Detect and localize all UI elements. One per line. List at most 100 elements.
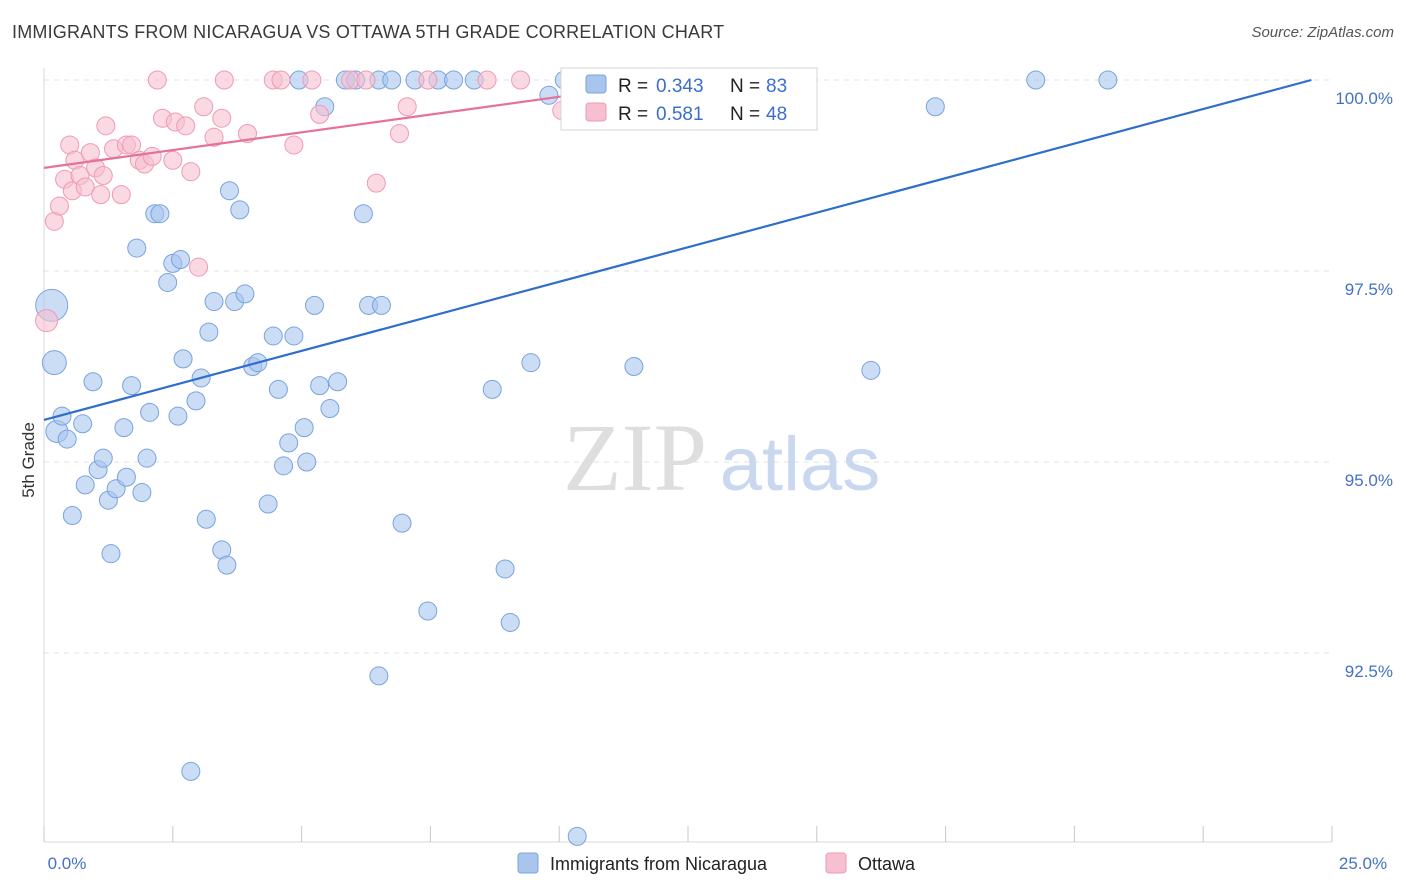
point-ottawa-42 — [397, 97, 417, 117]
point-nicaragua-81 — [1026, 70, 1046, 90]
point-nicaragua-31 — [196, 509, 216, 529]
point-ottawa-20 — [142, 146, 162, 166]
point-nicaragua-14 — [114, 418, 134, 438]
point-nicaragua-33 — [204, 292, 224, 312]
point-nicaragua-12 — [101, 544, 121, 564]
point-nicaragua-61 — [371, 295, 391, 315]
point-nicaragua-29 — [186, 391, 206, 411]
svg-text:R =: R = — [618, 104, 648, 125]
point-nicaragua-72 — [500, 612, 520, 632]
point-ottawa-29 — [204, 127, 224, 147]
point-nicaragua-54 — [320, 399, 340, 419]
point-ottawa-23 — [163, 150, 183, 170]
point-nicaragua-46 — [279, 433, 299, 453]
point-ottawa-32 — [238, 123, 258, 143]
point-nicaragua-73 — [521, 353, 541, 373]
point-nicaragua-74 — [539, 85, 559, 105]
point-nicaragua-35 — [217, 555, 237, 575]
point-nicaragua-45 — [274, 456, 294, 476]
point-ottawa-8 — [75, 177, 95, 197]
point-ottawa-2 — [49, 196, 69, 216]
point-nicaragua-82 — [1098, 70, 1118, 90]
legend-n-nicaragua: 83 — [766, 76, 787, 97]
watermark-zip: ZIP — [563, 404, 707, 511]
y-tick-label-0: 100.0% — [1335, 89, 1393, 108]
point-nicaragua-38 — [230, 200, 250, 220]
series-legend: Immigrants from Nicaragua Ottawa — [517, 852, 916, 874]
point-nicaragua-64 — [392, 513, 412, 533]
chart-title: IMMIGRANTS FROM NICARAGUA VS OTTAWA 5TH … — [12, 22, 725, 42]
bottom-legend-swatch-ottawa — [825, 852, 847, 874]
svg-text:N =: N = — [730, 104, 760, 125]
point-nicaragua-8 — [83, 372, 103, 392]
point-nicaragua-62 — [369, 666, 389, 686]
legend-r-ottawa: 0.581 — [656, 104, 704, 125]
point-nicaragua-66 — [418, 601, 438, 621]
point-nicaragua-44 — [268, 379, 288, 399]
y-tick-label-2: 95.0% — [1345, 471, 1393, 490]
y-tick-label-3: 92.5% — [1345, 662, 1393, 681]
point-ottawa-13 — [96, 116, 116, 136]
point-ottawa-44 — [477, 70, 497, 90]
series-ottawa-points — [35, 70, 724, 333]
point-nicaragua-68 — [444, 70, 464, 90]
bottom-legend-label-ottawa: Ottawa — [858, 854, 916, 874]
point-ottawa-36 — [302, 70, 322, 90]
point-nicaragua-4 — [57, 429, 77, 449]
x-tick-label-1: 25.0% — [1339, 854, 1387, 873]
y-tick-label-1: 97.5% — [1345, 280, 1393, 299]
point-ottawa-37 — [310, 104, 330, 124]
point-ottawa-11 — [91, 185, 111, 205]
trend-line-nicaragua — [43, 78, 1312, 422]
point-nicaragua-23 — [158, 272, 178, 292]
point-nicaragua-10 — [93, 448, 113, 468]
axes — [43, 68, 1333, 843]
point-nicaragua-16 — [122, 376, 142, 396]
point-nicaragua-26 — [171, 250, 191, 270]
point-nicaragua-32 — [199, 322, 219, 342]
stats-legend: R = 0.343 N = 83 R = 0.581 N = 48 — [560, 67, 818, 131]
point-ottawa-15 — [111, 185, 131, 205]
svg-text:N =: N = — [730, 76, 760, 97]
point-nicaragua-49 — [294, 418, 314, 438]
legend-swatch-nicaragua — [585, 74, 607, 94]
bottom-legend-label-nicaragua: Immigrants from Nicaragua — [550, 854, 768, 874]
point-nicaragua-6 — [73, 414, 93, 434]
point-nicaragua-36 — [219, 181, 239, 201]
point-nicaragua-7 — [75, 475, 95, 495]
point-nicaragua-15 — [116, 467, 136, 487]
point-nicaragua-27 — [173, 349, 193, 369]
legend-r-nicaragua: 0.343 — [656, 76, 704, 97]
point-nicaragua-47 — [284, 326, 304, 346]
point-nicaragua-28 — [181, 761, 201, 781]
point-ottawa-30 — [212, 108, 232, 128]
point-ottawa-39 — [356, 70, 376, 90]
point-nicaragua-78 — [624, 357, 644, 376]
point-nicaragua-19 — [137, 448, 157, 468]
point-nicaragua-70 — [482, 379, 502, 399]
point-ottawa-25 — [176, 116, 196, 136]
point-ottawa-12 — [93, 166, 113, 185]
point-nicaragua-39 — [235, 284, 255, 304]
bottom-legend-swatch-nicaragua — [517, 852, 539, 874]
tick-labels: 100.0% 97.5% 95.0% 92.5% 0.0% 25.0% — [48, 89, 1393, 873]
point-nicaragua-18 — [132, 483, 152, 503]
point-nicaragua-50 — [297, 452, 317, 472]
point-nicaragua-63 — [382, 70, 402, 90]
point-nicaragua-80 — [925, 97, 945, 117]
point-nicaragua-58 — [353, 204, 373, 224]
x-tick-label-0: 0.0% — [48, 854, 87, 873]
legend-swatch-ottawa — [585, 102, 607, 122]
point-nicaragua-51 — [304, 295, 324, 315]
point-nicaragua-71 — [495, 559, 515, 579]
point-nicaragua-22 — [150, 204, 170, 224]
point-nicaragua-25 — [168, 406, 188, 426]
point-ottawa-26 — [181, 162, 201, 182]
point-ottawa-31 — [214, 70, 234, 90]
point-ottawa-21 — [147, 70, 167, 90]
watermark: ZIP atlas — [563, 404, 880, 511]
point-ottawa-28 — [194, 97, 214, 117]
legend-n-ottawa: 48 — [766, 104, 787, 125]
point-ottawa-40 — [366, 173, 386, 193]
